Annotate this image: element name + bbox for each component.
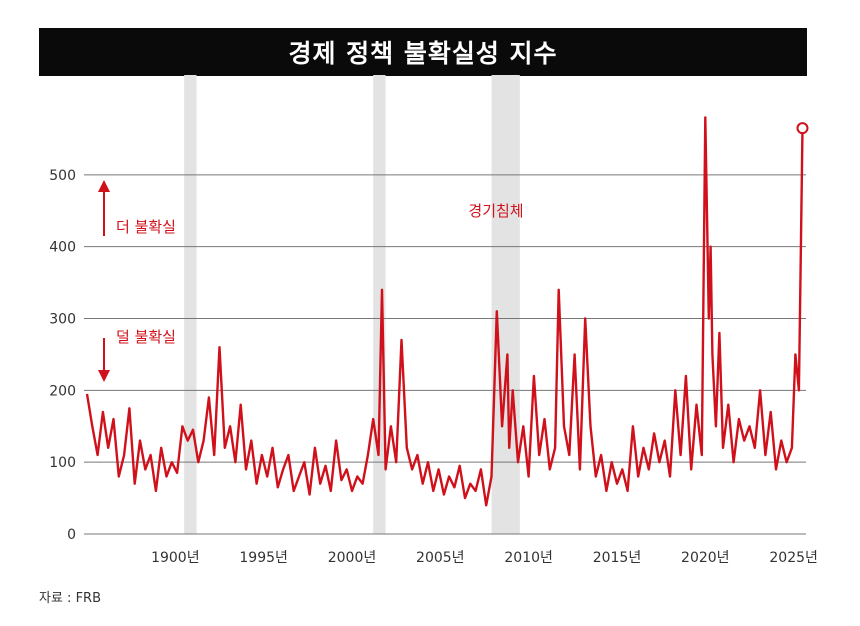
last-point-marker: [796, 122, 809, 135]
recession-band: [373, 75, 386, 534]
x-tick-label: 1900년: [151, 550, 200, 566]
x-tick-label: 2005년: [416, 550, 465, 566]
x-tick-label: 1995년: [239, 550, 288, 566]
recession-band: [184, 75, 197, 534]
y-tick-label: 0: [67, 527, 76, 543]
less-uncertain-label: 덜 불확실: [116, 328, 176, 346]
recession-band: [491, 75, 520, 534]
y-tick-label: 500: [49, 168, 76, 184]
x-tick-label: 2000년: [328, 550, 377, 566]
more-uncertain-label: 더 불확실: [116, 218, 176, 236]
chart-title: 경제 정책 불확실성 지수: [288, 39, 558, 68]
up-arrow-icon: [98, 180, 110, 192]
y-tick-label: 300: [49, 312, 76, 328]
y-tick-label: 100: [49, 455, 76, 471]
y-tick-label: 400: [49, 240, 76, 256]
title-bar: 경제 정책 불확실성 지수: [39, 28, 807, 76]
x-tick-label: 2025년: [769, 550, 818, 566]
series-line: [85, 116, 804, 507]
y-tick-label: 200: [49, 383, 76, 399]
recession-label: 경기침체: [468, 202, 523, 220]
source-note: 자료 : FRB: [39, 591, 101, 606]
x-tick-label: 2015년: [593, 550, 642, 566]
x-tick-label: 2020년: [681, 550, 730, 566]
x-tick-label: 2010년: [504, 550, 553, 566]
down-arrow-icon: [98, 370, 110, 382]
